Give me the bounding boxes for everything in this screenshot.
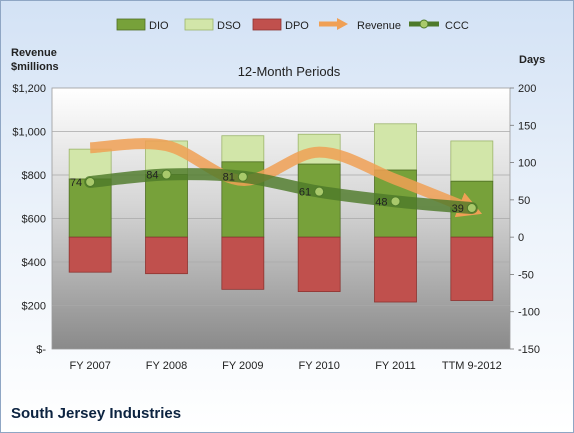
bar-dso <box>450 140 494 182</box>
bar-dio <box>297 163 341 238</box>
category-label: TTM 9-2012 <box>442 360 502 372</box>
bar-dpo <box>145 236 188 275</box>
ccc-point <box>314 186 325 197</box>
bar-dpo <box>374 236 417 303</box>
left-tick-label: $1,200 <box>12 83 46 95</box>
right-axis-label: Days <box>519 54 545 66</box>
category-label: FY 2010 <box>298 360 339 372</box>
left-tick-label: $600 <box>22 214 46 226</box>
legend-label-dio: DIO <box>149 20 169 32</box>
right-tick-label: -150 <box>518 344 540 356</box>
legend-swatch-dso <box>184 18 214 31</box>
ccc-data-label: 74 <box>70 177 82 189</box>
left-axis-label-line2: $millions <box>11 61 59 73</box>
category-label: FY 2009 <box>222 360 263 372</box>
right-tick-label: 0 <box>518 232 524 244</box>
legend-swatch-dio <box>116 18 146 31</box>
company-name: South Jersey Industries <box>11 405 182 422</box>
legend: DIO DSO DPO Revenue CCC <box>116 17 469 32</box>
left-tick-label: $1,000 <box>12 127 46 139</box>
ccc-point <box>237 171 248 182</box>
chart-title: 12-Month Periods <box>238 64 341 79</box>
ccc-data-label: 39 <box>452 203 464 215</box>
legend-label-ccc: CCC <box>445 20 469 32</box>
chart-svg: 74 84 81 61 48 39 $- $200 $400 $600 $800 $1,000 $1,… <box>11 17 545 372</box>
ccc-data-label: 84 <box>146 170 158 182</box>
bar-dpo <box>450 236 494 301</box>
ccc-point <box>466 203 477 214</box>
left-tick-label: $800 <box>22 170 46 182</box>
category-label: FY 2008 <box>146 360 187 372</box>
ccc-data-label: 48 <box>375 196 387 208</box>
right-tick-label: -100 <box>518 307 540 319</box>
ccc-point <box>161 169 172 180</box>
left-tick-label: $400 <box>22 257 46 269</box>
category-label: FY 2007 <box>69 360 110 372</box>
legend-label-revenue: Revenue <box>357 20 401 32</box>
legend-label-dso: DSO <box>217 20 241 32</box>
left-tick-label: $200 <box>22 301 46 313</box>
legend-marker-ccc <box>419 19 429 29</box>
ccc-point <box>85 176 96 187</box>
left-tick-label: $- <box>36 344 46 356</box>
right-tick-label: 100 <box>518 158 536 170</box>
revenue-line <box>89 138 483 218</box>
ccc-data-label: 81 <box>223 172 235 184</box>
legend-label-dpo: DPO <box>285 20 309 32</box>
bar-dso <box>374 123 417 171</box>
right-tick-label: 50 <box>518 195 530 207</box>
right-tick-label: 150 <box>518 120 536 132</box>
ccc-data-label: 61 <box>299 187 311 199</box>
right-tick-label: 200 <box>518 83 536 95</box>
bar-dpo <box>68 236 112 273</box>
legend-swatch-dpo <box>252 18 282 31</box>
bar-dpo <box>297 236 341 292</box>
left-axis-label-line1: Revenue <box>11 47 57 59</box>
bar-dpo <box>221 236 265 290</box>
category-label: FY 2011 <box>375 360 416 372</box>
right-tick-label: -50 <box>518 269 534 281</box>
bar-dso <box>221 135 265 163</box>
ccc-line <box>84 168 478 215</box>
bar-dio <box>145 174 188 238</box>
ccc-point <box>390 196 401 207</box>
